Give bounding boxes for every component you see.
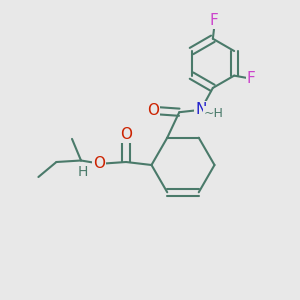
Text: ~H: ~H [203,107,224,120]
Text: H: H [77,165,88,179]
Text: F: F [247,71,256,86]
Text: N: N [195,102,206,117]
Text: O: O [120,127,132,142]
Text: O: O [93,156,105,171]
Text: O: O [147,103,159,118]
Text: F: F [210,13,219,28]
